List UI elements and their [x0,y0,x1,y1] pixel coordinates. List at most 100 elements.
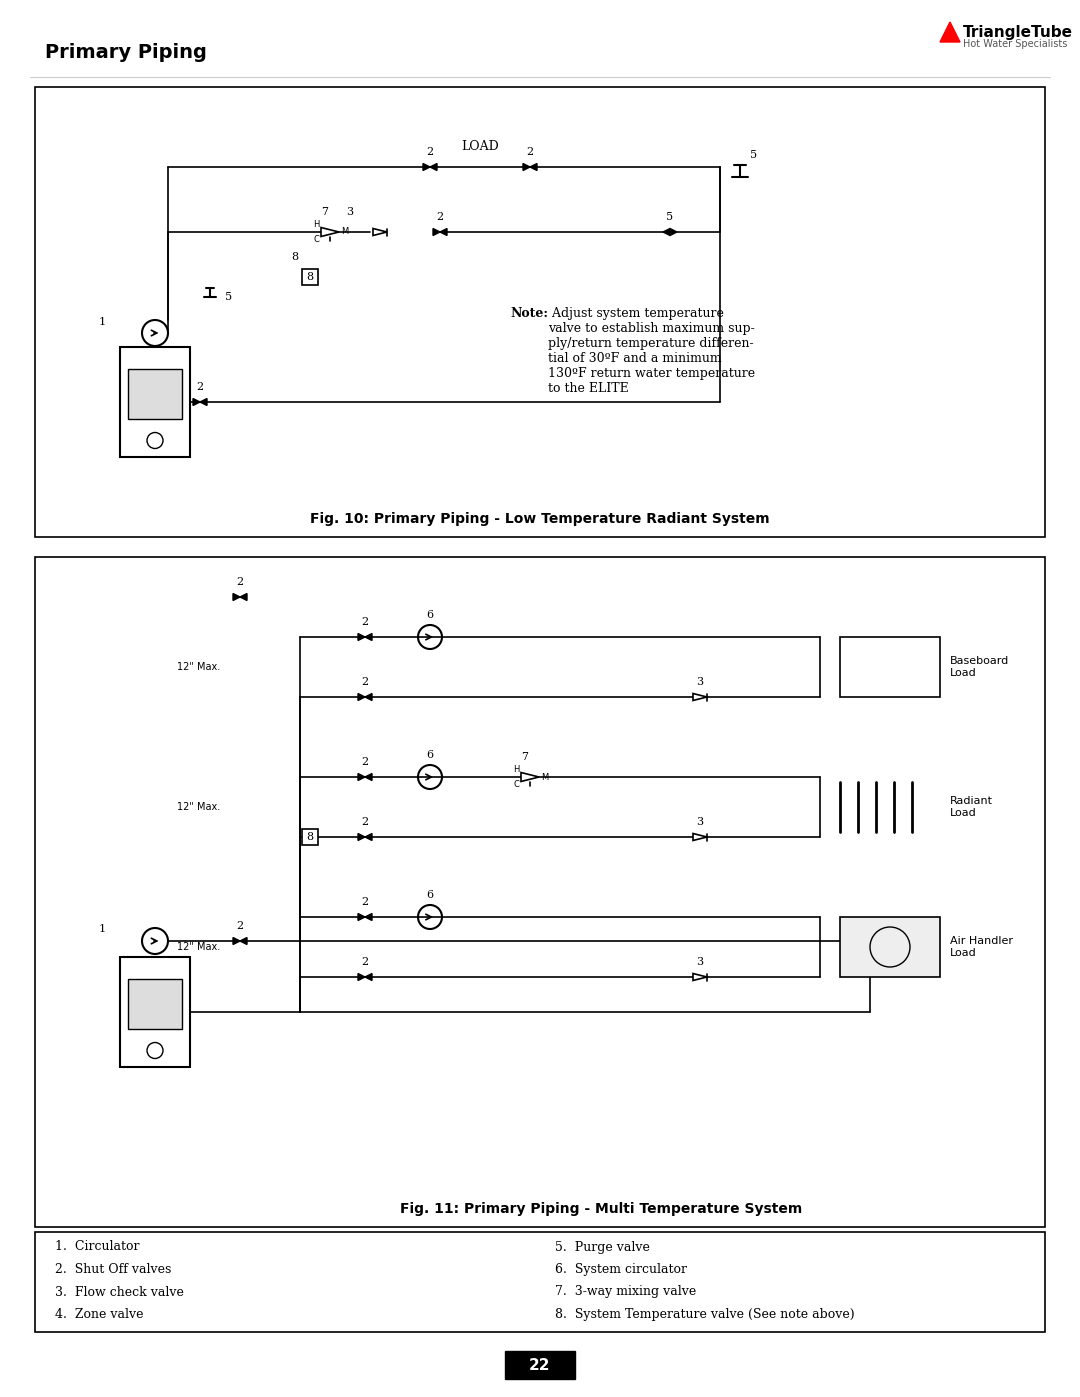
Text: 12" Max.: 12" Max. [177,942,220,951]
Polygon shape [240,594,247,601]
Text: 2: 2 [362,817,368,827]
Polygon shape [357,974,365,981]
Text: 2: 2 [237,577,244,587]
Text: LOAD: LOAD [461,141,499,154]
Text: 8: 8 [307,272,313,282]
Text: 7.  3-way mixing valve: 7. 3-way mixing valve [555,1285,697,1298]
Polygon shape [433,229,440,236]
Text: H: H [513,766,519,774]
Bar [302,828,318,845]
Polygon shape [240,937,247,944]
Text: 8: 8 [307,833,313,842]
Polygon shape [357,774,365,781]
Polygon shape [357,633,365,640]
Text: Fig. 11: Primary Piping - Multi Temperature System: Fig. 11: Primary Piping - Multi Temperat… [400,1201,802,1215]
Text: 3: 3 [697,817,703,827]
Text: 7: 7 [322,207,328,217]
Text: 5: 5 [750,149,757,161]
Polygon shape [663,229,677,236]
Text: 7: 7 [522,752,528,761]
Text: 6: 6 [427,610,433,620]
Polygon shape [430,163,437,170]
Polygon shape [357,914,365,921]
Bar [120,957,190,1067]
Polygon shape [321,228,339,236]
Text: 2: 2 [362,678,368,687]
Text: 12" Max.: 12" Max. [177,802,220,812]
Text: 2.  Shut Off valves: 2. Shut Off valves [55,1263,172,1275]
Text: Primary Piping: Primary Piping [45,42,207,61]
Text: 6.  System circulator: 6. System circulator [555,1263,687,1275]
Polygon shape [423,163,430,170]
Text: Hot Water Specialists: Hot Water Specialists [963,39,1067,49]
Polygon shape [693,693,707,700]
Polygon shape [365,834,372,841]
Bar [129,979,183,1028]
Text: C: C [513,780,519,789]
Polygon shape [440,229,447,236]
Polygon shape [693,974,707,981]
Text: 2: 2 [526,147,534,156]
Polygon shape [200,398,207,405]
Text: Radiant
Load: Radiant Load [950,796,993,817]
Polygon shape [521,773,539,781]
Text: M: M [341,228,348,236]
Bar [840,916,940,977]
Text: 3: 3 [347,207,353,217]
Bar [129,369,183,419]
Text: 5: 5 [666,212,674,222]
Text: Air Handler
Load: Air Handler Load [950,936,1013,958]
Text: Note:: Note: [510,307,548,320]
Text: M: M [541,773,549,781]
Polygon shape [365,693,372,700]
Bar [35,1232,1045,1331]
Text: C: C [313,235,319,243]
Text: 2: 2 [436,212,444,222]
Polygon shape [365,914,372,921]
Text: 1: 1 [98,317,106,327]
Text: 5: 5 [225,292,232,302]
Polygon shape [523,163,530,170]
Polygon shape [365,633,372,640]
Polygon shape [940,22,960,42]
Text: 2: 2 [197,381,203,393]
Text: 3: 3 [697,957,703,967]
Bar [302,270,318,285]
Text: 2: 2 [427,147,433,156]
Text: 1: 1 [98,923,106,935]
Text: 12" Max.: 12" Max. [177,662,220,672]
Text: 6: 6 [427,750,433,760]
Bar [120,346,190,457]
Text: H: H [312,221,319,229]
Polygon shape [530,163,537,170]
Bar [35,87,1045,536]
Polygon shape [193,398,200,405]
Polygon shape [357,693,365,700]
Text: 8: 8 [292,251,298,263]
Text: 3: 3 [697,678,703,687]
Text: 3.  Flow check valve: 3. Flow check valve [55,1285,184,1298]
Text: 2: 2 [362,617,368,627]
Text: Adjust system temperature
valve to establish maximum sup-
ply/return temperature: Adjust system temperature valve to estab… [548,307,755,395]
Text: 8.  System Temperature valve (See note above): 8. System Temperature valve (See note ab… [555,1308,854,1322]
Text: 2: 2 [237,921,244,930]
Polygon shape [233,937,240,944]
Polygon shape [365,774,372,781]
Text: 5.  Purge valve: 5. Purge valve [555,1241,650,1253]
Polygon shape [233,594,240,601]
Text: 2: 2 [362,897,368,907]
Polygon shape [357,834,365,841]
Text: Fig. 10: Primary Piping - Low Temperature Radiant System: Fig. 10: Primary Piping - Low Temperatur… [310,511,770,527]
Polygon shape [693,834,707,841]
Text: 2: 2 [362,957,368,967]
Text: 6: 6 [427,890,433,900]
Text: 22: 22 [529,1358,551,1372]
Text: 4.  Zone valve: 4. Zone valve [55,1308,144,1322]
Text: Baseboard
Load: Baseboard Load [950,657,1009,678]
Bar [840,637,940,697]
Text: TriangleTube: TriangleTube [963,25,1074,39]
Text: 2: 2 [362,757,368,767]
Bar [505,1351,575,1379]
Bar [35,557,1045,1227]
Polygon shape [373,229,387,236]
